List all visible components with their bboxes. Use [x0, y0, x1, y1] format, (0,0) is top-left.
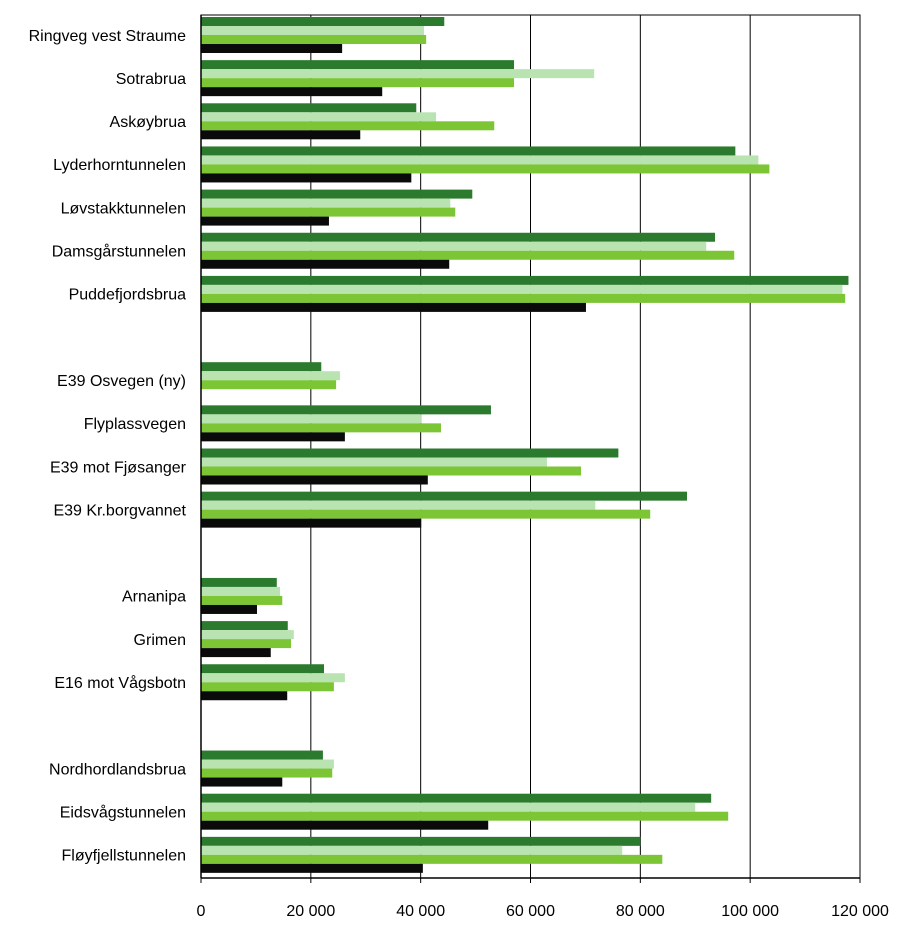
bar — [201, 466, 582, 476]
bar — [201, 69, 595, 79]
bar — [201, 854, 663, 864]
bar — [201, 371, 340, 381]
y-tick-label: Grimen — [134, 632, 186, 649]
bar — [201, 146, 736, 156]
bar — [201, 475, 428, 485]
y-tick-label: Fløyfjellstunnelen — [62, 848, 187, 865]
bar — [201, 793, 712, 803]
bar — [201, 130, 361, 140]
y-tick-label: Eidsvågstunnelen — [60, 803, 186, 821]
y-tick-label: Løvstakktunnelen — [61, 200, 186, 217]
bar — [201, 682, 334, 692]
bar — [201, 302, 586, 312]
bar — [201, 35, 427, 44]
x-tick-label: 0 — [197, 903, 206, 920]
y-tick-label: Flyplassvegen — [84, 416, 186, 433]
y-tick-label: Nordhordlandsbrua — [49, 761, 186, 778]
bar — [201, 60, 515, 70]
bar — [201, 87, 383, 97]
bar — [201, 768, 333, 778]
bar — [201, 293, 846, 303]
bar — [201, 103, 417, 113]
bar — [201, 802, 696, 812]
bar — [201, 509, 651, 519]
bar — [201, 173, 412, 183]
y-tick-label: Sotrabrua — [116, 71, 186, 88]
y-tick-label: E16 mot Vågsbotn — [54, 674, 186, 692]
bar — [201, 275, 849, 285]
bar — [201, 423, 441, 433]
bar — [201, 664, 325, 674]
x-tick-label: 120 000 — [831, 903, 889, 920]
bar — [201, 500, 596, 510]
bar — [201, 259, 450, 269]
bar — [201, 198, 451, 208]
y-tick-label: Lyderhorntunnelen — [53, 157, 186, 174]
bar — [201, 241, 707, 251]
bar — [201, 630, 294, 640]
bar — [201, 44, 343, 53]
bar — [201, 491, 688, 501]
bar — [201, 595, 283, 605]
y-tick-label: Ringveg vest Straume — [29, 28, 187, 45]
y-tick-label: Damsgårstunnelen — [52, 243, 186, 261]
bar — [201, 207, 456, 217]
bar — [201, 78, 515, 88]
bar — [201, 648, 271, 658]
x-tick-label: 80 000 — [616, 903, 665, 920]
bar — [201, 811, 729, 821]
bar — [201, 405, 491, 415]
bar — [201, 604, 258, 614]
bar — [201, 621, 288, 631]
x-tick-label: 100 000 — [721, 903, 779, 920]
bar — [201, 577, 277, 587]
bar — [201, 863, 423, 873]
bar — [201, 189, 473, 199]
bar — [201, 639, 292, 649]
bar — [201, 457, 547, 467]
bar — [201, 448, 619, 458]
y-tick-label: E39 Osvegen (ny) — [57, 373, 186, 390]
bar — [201, 750, 323, 760]
bar — [201, 673, 345, 683]
x-tick-label: 20 000 — [286, 903, 335, 920]
bar — [201, 777, 283, 787]
bar — [201, 121, 495, 131]
bar — [201, 518, 422, 528]
bar — [201, 164, 770, 174]
bar — [201, 112, 437, 122]
bar — [201, 586, 281, 596]
y-tick-label: E39 mot Fjøsanger — [50, 459, 187, 476]
bar — [201, 232, 716, 242]
bar — [201, 216, 329, 226]
bar — [201, 820, 489, 830]
bar — [201, 250, 735, 260]
bar — [201, 155, 759, 165]
bar — [201, 691, 288, 701]
bar — [201, 845, 623, 855]
bar — [201, 432, 345, 442]
bar — [201, 836, 641, 846]
x-tick-label: 40 000 — [396, 903, 445, 920]
y-tick-label: E39 Kr.borgvannet — [53, 502, 186, 519]
x-tick-label: 60 000 — [506, 903, 555, 920]
bar — [201, 26, 424, 35]
bar — [201, 380, 337, 390]
bar — [201, 414, 422, 424]
y-tick-label: Askøybrua — [110, 114, 187, 131]
bar — [201, 759, 334, 769]
bar — [201, 362, 322, 372]
bar — [201, 17, 445, 26]
bar — [201, 284, 843, 294]
y-tick-label: Arnanipa — [122, 589, 186, 606]
y-tick-label: Puddefjordsbrua — [69, 287, 187, 304]
